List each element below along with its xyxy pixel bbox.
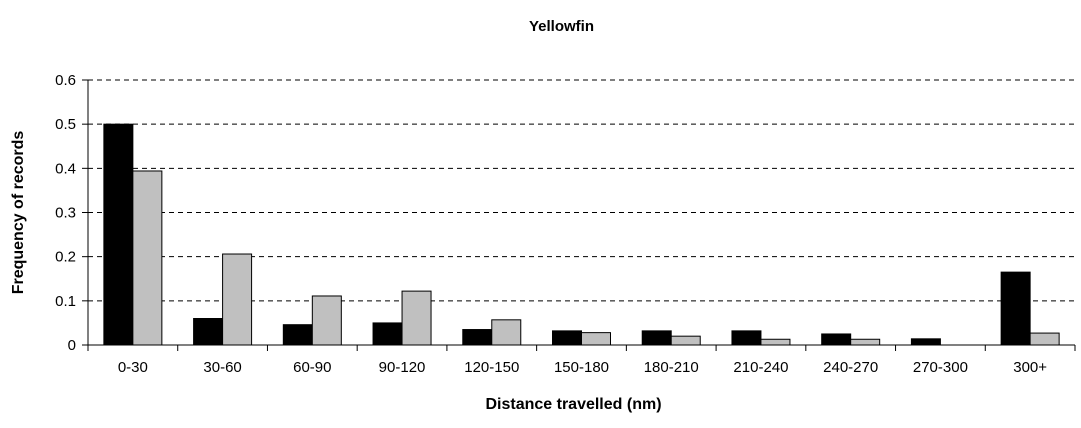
x-axis-label: Distance travelled (nm): [485, 396, 661, 413]
bar: [910, 338, 941, 346]
bar: [401, 290, 432, 346]
bar: [552, 330, 582, 346]
bar: [282, 324, 313, 346]
bar: [850, 338, 881, 346]
x-tick-label: 180-210: [644, 359, 699, 376]
bar: [372, 322, 403, 346]
x-tick-label: 120-150: [464, 359, 519, 376]
y-tick-labels: 0 0.1 0.2 0.3 0.4 0.5 0.6: [55, 72, 76, 354]
bar: [760, 338, 791, 346]
bar: [311, 295, 342, 346]
bar: [821, 333, 852, 346]
x-tick-labels: 0-30 30-60 60-90 90-120 120-150 150-180 180-21…: [118, 359, 1047, 376]
bar: [1029, 332, 1060, 346]
y-tick-label: 0.3: [55, 205, 76, 222]
bar: [462, 329, 493, 346]
bar: [103, 123, 134, 346]
chart-title: Yellowfin: [529, 18, 594, 35]
x-tick-label: 270-300: [913, 359, 968, 376]
y-axis-label: Frequency of records: [10, 131, 27, 295]
bar: [581, 332, 611, 346]
bar: [491, 319, 522, 346]
bar: [670, 335, 701, 346]
x-tick-label: 150-180: [554, 359, 609, 376]
y-tick-label: 0.2: [55, 249, 76, 266]
bar: [193, 318, 224, 346]
bar: [731, 330, 762, 346]
x-tick-label: 210-240: [733, 359, 788, 376]
x-tick-label: 240-270: [823, 359, 878, 376]
y-tick-label: 0: [68, 337, 76, 354]
x-tick-label: 60-90: [293, 359, 331, 376]
x-tick-label: 90-120: [379, 359, 426, 376]
axes: [82, 79, 1076, 351]
bars: [103, 123, 1060, 346]
bar: [641, 330, 672, 346]
x-tick-label: 30-60: [203, 359, 241, 376]
y-tick-label: 0.1: [55, 293, 76, 310]
y-tick-label: 0.4: [55, 160, 76, 177]
y-tick-label: 0.5: [55, 116, 76, 133]
bar: [1000, 271, 1031, 346]
y-tick-label: 0.6: [55, 72, 76, 89]
grid: [88, 79, 1075, 302]
bar: [222, 253, 253, 346]
x-tick-label: 300+: [1013, 359, 1047, 376]
x-tick-label: 0-30: [118, 359, 148, 376]
bar: [132, 170, 163, 346]
